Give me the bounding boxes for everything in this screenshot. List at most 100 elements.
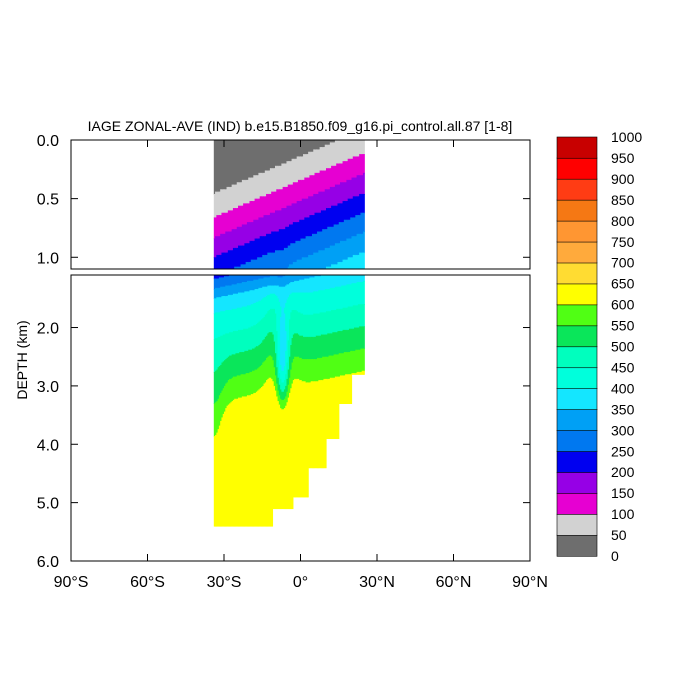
contour-cell (243, 140, 246, 181)
contour-cell (301, 313, 304, 337)
contour-cell (235, 140, 238, 186)
contour-cell (281, 163, 284, 190)
contour-cell (333, 287, 336, 311)
contour-cell (278, 277, 281, 288)
contour-cell (356, 196, 359, 216)
contour-cell (264, 360, 267, 383)
contour-cell (295, 222, 298, 242)
contour-cell (278, 404, 281, 510)
contour-cell (343, 200, 346, 221)
contour-cell (239, 352, 242, 376)
contour-cell (276, 367, 279, 385)
contour-cell (225, 212, 228, 233)
y-tick-label: 0.5 (37, 192, 59, 209)
contour-cell (239, 205, 242, 228)
contour-cell (244, 243, 247, 265)
contour-cell (277, 189, 280, 211)
contour-cell (280, 398, 282, 409)
contour-cell (286, 402, 289, 510)
contour-cell (342, 353, 345, 376)
contour-cell (333, 264, 336, 269)
contour-cell (280, 286, 282, 308)
contour-cell (328, 247, 331, 268)
contour-cell (347, 198, 350, 221)
contour-cell (246, 243, 249, 263)
contour-cell (306, 382, 309, 498)
contour-cell (248, 261, 251, 269)
contour-cell (314, 275, 317, 277)
contour-cell (300, 238, 303, 261)
contour-cell (308, 359, 311, 383)
contour-cell (361, 348, 364, 372)
contour-cell (226, 405, 229, 527)
contour-cell (252, 370, 254, 395)
contour-cell (301, 275, 304, 281)
contour-cell (300, 335, 303, 359)
contour-cell (231, 401, 234, 527)
contour-cell (343, 182, 346, 202)
contour-cell (348, 198, 351, 221)
contour-cell (355, 275, 358, 284)
contour-cell (329, 142, 332, 169)
contour-cell (222, 388, 225, 415)
contour-cell (308, 217, 311, 237)
contour-cell (317, 212, 319, 233)
contour-cell (275, 390, 277, 510)
contour-cell (273, 191, 276, 214)
contour-cell (231, 275, 234, 285)
contour-cell (266, 215, 268, 235)
contour-cell (252, 348, 254, 372)
contour-cell (218, 287, 221, 298)
contour-cell (239, 226, 242, 247)
contour-cell (331, 275, 333, 289)
contour-cell (275, 250, 277, 269)
contour-cell (354, 156, 356, 179)
colorbar-swatch (556, 157, 598, 180)
contour-cell (248, 305, 251, 329)
contour-cell (240, 182, 243, 207)
contour-cell (213, 193, 216, 218)
contour-cell (357, 282, 360, 305)
contour-cell (319, 140, 322, 148)
contour-cell (272, 285, 275, 295)
contour-cell (227, 310, 230, 334)
contour-cell (285, 405, 288, 510)
colorbar-swatch (556, 450, 598, 473)
contour-cell (299, 219, 302, 242)
contour-cell (294, 203, 296, 223)
contour-cell (266, 313, 268, 337)
contour-cell (216, 215, 219, 237)
contour-cell (215, 312, 217, 339)
contour-cell (268, 215, 271, 235)
contour-cell (332, 165, 335, 188)
contour-cell (311, 140, 314, 153)
contour-cell (345, 374, 347, 404)
contour-cell (249, 200, 252, 223)
contour-cell (333, 354, 336, 379)
contour-cell (308, 140, 311, 153)
contour-cell (253, 275, 256, 281)
contour-cell (338, 308, 341, 332)
contour-cell (240, 292, 243, 309)
contour-cell (225, 189, 228, 214)
contour-cell (268, 310, 271, 333)
contour-cell (351, 275, 354, 284)
contour-cell (352, 217, 355, 237)
contour-cell (257, 219, 260, 240)
contour-cell (254, 219, 257, 240)
contour-cell (216, 432, 219, 527)
contour-cell (303, 140, 305, 155)
contour-cell (240, 283, 243, 294)
contour-cell (225, 276, 228, 287)
contour-cell (343, 375, 346, 405)
contour-cell (281, 208, 284, 230)
contour-cell (266, 277, 268, 288)
contour-cell (305, 359, 308, 383)
contour-cell (267, 356, 270, 380)
contour-cell (221, 296, 224, 312)
contour-cell (262, 172, 265, 197)
contour-cell (264, 382, 267, 527)
contour-cell (248, 291, 251, 306)
contour-cell (282, 186, 285, 209)
colorbar-swatch (556, 429, 598, 452)
